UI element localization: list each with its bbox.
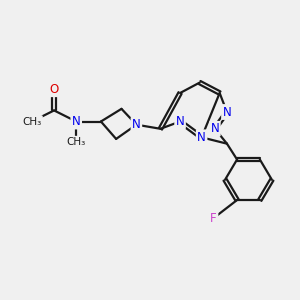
Text: CH₃: CH₃ xyxy=(67,137,86,147)
Text: N: N xyxy=(223,106,231,118)
Text: N: N xyxy=(72,115,81,128)
Text: O: O xyxy=(50,83,59,96)
Text: F: F xyxy=(210,212,217,225)
Text: N: N xyxy=(176,115,184,128)
Text: N: N xyxy=(211,122,219,135)
Text: N: N xyxy=(197,131,206,144)
Text: CH₃: CH₃ xyxy=(22,116,41,127)
Text: N: N xyxy=(132,118,141,131)
